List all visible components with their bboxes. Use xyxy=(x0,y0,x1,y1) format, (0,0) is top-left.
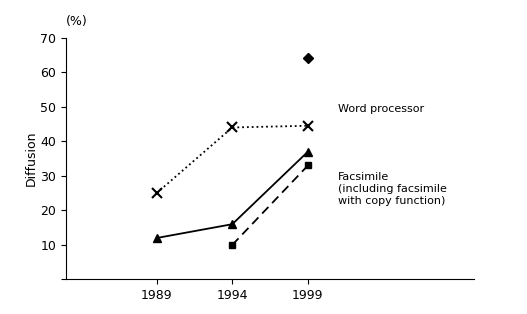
Text: (%): (%) xyxy=(66,15,87,28)
Text: Facsimile
(including facsimile
with copy function): Facsimile (including facsimile with copy… xyxy=(338,172,447,206)
Y-axis label: Diffusion: Diffusion xyxy=(24,131,37,186)
Text: Word processor: Word processor xyxy=(338,104,424,114)
